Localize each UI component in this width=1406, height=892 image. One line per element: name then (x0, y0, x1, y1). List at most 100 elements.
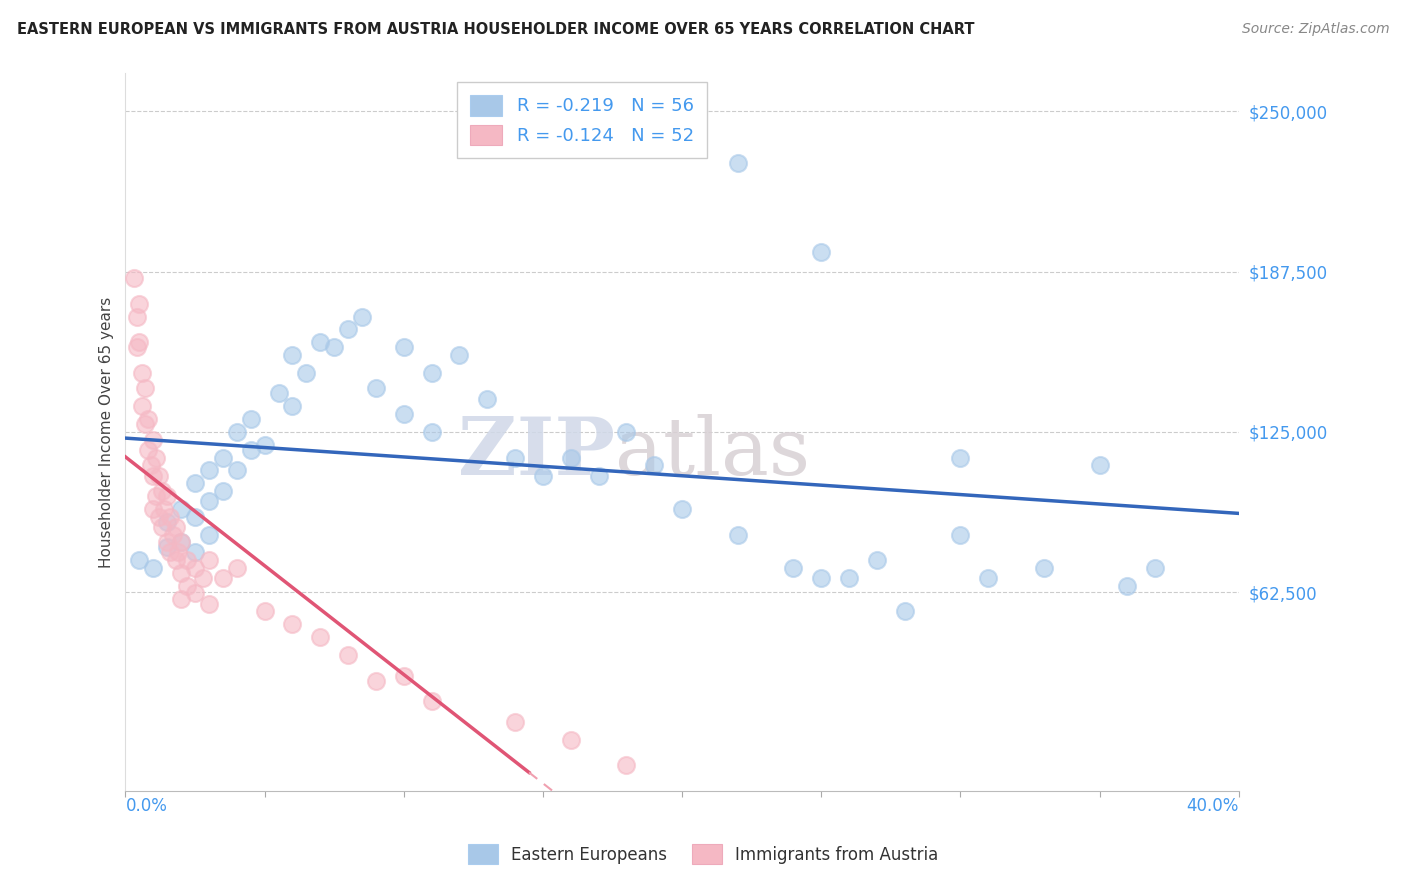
Point (350, 310, 373, 324)
Point (128, 297, 150, 311)
Point (337, 648, 360, 662)
Point (1116, 579, 1139, 593)
Point (239, 412, 262, 426)
Point (198, 494, 221, 508)
Point (281, 348, 304, 362)
Text: atlas: atlas (616, 415, 810, 492)
Point (125, 310, 148, 324)
Text: 0.0%: 0.0% (125, 797, 167, 815)
Point (170, 535, 193, 549)
Point (198, 527, 221, 541)
Point (159, 545, 181, 559)
Point (162, 527, 184, 541)
Point (156, 535, 179, 549)
Point (134, 381, 156, 395)
Point (531, 468, 554, 483)
Point (420, 694, 443, 708)
Point (176, 579, 198, 593)
Point (184, 545, 207, 559)
Point (560, 732, 582, 747)
Point (588, 468, 610, 483)
Point (949, 450, 972, 465)
Point (810, 245, 832, 260)
Point (253, 604, 276, 618)
Point (894, 604, 917, 618)
Point (225, 463, 247, 477)
Point (420, 366, 443, 380)
Point (782, 561, 804, 575)
Point (949, 527, 972, 541)
Point (167, 545, 190, 559)
Point (184, 561, 207, 575)
Point (810, 571, 832, 585)
Point (323, 340, 346, 354)
Point (142, 468, 165, 483)
Point (150, 483, 173, 498)
Point (170, 535, 193, 549)
Point (165, 553, 187, 567)
Point (134, 417, 156, 432)
Legend: Eastern Europeans, Immigrants from Austria: Eastern Europeans, Immigrants from Austr… (461, 838, 945, 871)
Point (131, 366, 153, 380)
Point (671, 501, 693, 516)
Point (727, 527, 749, 541)
Text: EASTERN EUROPEAN VS IMMIGRANTS FROM AUSTRIA HOUSEHOLDER INCOME OVER 65 YEARS COR: EASTERN EUROPEAN VS IMMIGRANTS FROM AUST… (17, 22, 974, 37)
Point (170, 501, 193, 516)
Point (212, 571, 235, 585)
Point (616, 425, 638, 439)
Point (503, 450, 526, 465)
Point (212, 483, 235, 498)
Point (281, 617, 304, 632)
Point (977, 571, 1000, 585)
Point (643, 458, 665, 473)
Point (184, 586, 207, 600)
Point (142, 433, 165, 447)
Point (184, 476, 207, 491)
Point (364, 381, 387, 395)
Point (165, 520, 187, 534)
Point (1032, 561, 1054, 575)
Point (1088, 458, 1111, 473)
Point (281, 400, 304, 414)
Point (503, 714, 526, 729)
Point (337, 322, 360, 336)
Point (128, 553, 150, 567)
Point (159, 509, 181, 524)
Point (309, 335, 332, 350)
Text: 40.0%: 40.0% (1187, 797, 1239, 815)
Y-axis label: Householder Income Over 65 years: Householder Income Over 65 years (100, 296, 114, 567)
Text: ZIP: ZIP (458, 415, 616, 492)
Point (136, 442, 159, 457)
Point (364, 673, 387, 688)
Point (136, 412, 159, 426)
Point (128, 335, 150, 350)
Point (866, 553, 889, 567)
Point (145, 489, 167, 503)
Point (170, 591, 193, 606)
Point (198, 463, 221, 477)
Point (727, 155, 749, 169)
Point (1144, 561, 1167, 575)
Point (184, 509, 207, 524)
Point (420, 425, 443, 439)
Point (139, 458, 162, 473)
Point (477, 392, 499, 406)
Point (176, 553, 198, 567)
Point (449, 348, 471, 362)
Point (170, 566, 193, 580)
Point (198, 597, 221, 611)
Point (122, 271, 145, 285)
Point (142, 501, 165, 516)
Point (267, 386, 290, 401)
Point (212, 450, 235, 465)
Point (148, 468, 170, 483)
Point (392, 407, 415, 421)
Point (198, 553, 221, 567)
Point (150, 520, 173, 534)
Point (156, 541, 179, 555)
Point (616, 758, 638, 772)
Point (239, 442, 262, 457)
Point (131, 400, 153, 414)
Point (392, 340, 415, 354)
Point (125, 340, 148, 354)
